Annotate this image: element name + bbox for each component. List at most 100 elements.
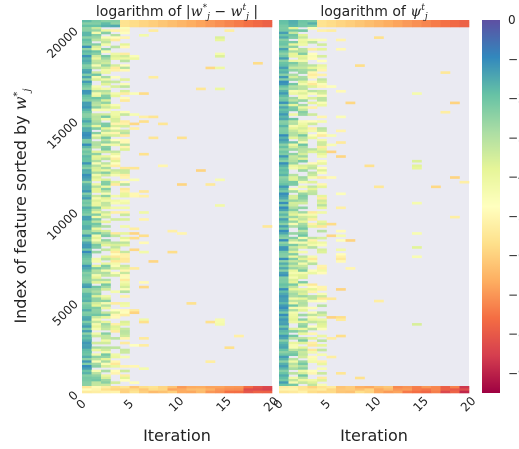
heatmap-cell — [288, 145, 299, 149]
heatmap-cell — [91, 54, 102, 58]
heatmap-cell — [215, 178, 225, 182]
heatmap-cell — [307, 218, 318, 221]
heatmap-cell — [110, 22, 121, 25]
heatmap-cell — [120, 99, 130, 102]
heatmap-cell — [288, 351, 299, 354]
heatmap-cell — [298, 127, 308, 130]
heatmap-cell — [298, 339, 308, 343]
heatmap-cell — [298, 201, 308, 205]
heatmap-cell — [110, 311, 121, 315]
heatmap-cell — [82, 257, 92, 261]
heatmap-cell — [374, 390, 384, 394]
heatmap-cell — [120, 323, 130, 326]
heatmap-cell — [288, 330, 299, 333]
heatmap-cell — [317, 362, 327, 366]
heatmap-cell — [393, 388, 403, 391]
heatmap-cell — [298, 20, 308, 23]
heatmap-cell — [279, 234, 289, 238]
heatmap-cell — [431, 388, 441, 391]
heatmap-cell — [298, 304, 308, 308]
heatmap-cell — [82, 248, 92, 252]
heatmap-cell — [120, 201, 130, 205]
y-tick-label: 20000 — [44, 24, 81, 61]
heatmap-cell — [279, 24, 289, 28]
heatmap-cell — [91, 229, 102, 233]
heatmap-cell — [91, 92, 102, 95]
heatmap-cell — [298, 318, 308, 322]
heatmap-cell — [120, 232, 130, 235]
heatmap-cell — [101, 92, 111, 95]
heatmap-cell — [345, 386, 356, 389]
heatmap-cell — [288, 239, 299, 242]
heatmap-cell — [82, 218, 92, 221]
heatmap-cell — [91, 89, 102, 93]
heatmap-cell — [120, 171, 130, 175]
heatmap-cell — [298, 379, 308, 382]
heatmap-cell — [279, 390, 289, 394]
heatmap-cell — [279, 141, 289, 144]
heatmap-cell — [317, 372, 327, 375]
heatmap-cell — [288, 152, 299, 156]
heatmap-cell — [288, 246, 299, 249]
heatmap-cell — [298, 47, 308, 51]
heatmap-cell — [101, 353, 111, 356]
heatmap-cell — [215, 204, 225, 207]
heatmap-cell — [234, 386, 244, 389]
heatmap-cell — [110, 260, 121, 263]
heatmap-cell — [91, 327, 102, 331]
heatmap-cell — [148, 386, 159, 389]
heatmap-cell — [101, 327, 111, 331]
heatmap-cell — [355, 390, 365, 394]
heatmap-cell — [288, 120, 299, 123]
heatmap-cell — [279, 103, 289, 107]
heatmap-cell — [317, 80, 327, 84]
heatmap-cell — [412, 164, 422, 168]
colorbar-gradient — [482, 20, 500, 393]
heatmap-cell — [317, 318, 327, 322]
heatmap-cell — [82, 75, 92, 79]
heatmap-cell — [253, 22, 263, 25]
heatmap-cell — [298, 281, 308, 284]
heatmap-cell — [298, 150, 308, 154]
heatmap-cell — [288, 204, 299, 207]
heatmap-cell — [101, 362, 111, 366]
heatmap-cell — [279, 211, 289, 214]
heatmap-cell — [402, 390, 413, 394]
heatmap-cell — [110, 386, 121, 389]
heatmap-cell — [120, 374, 130, 377]
heatmap-cell — [110, 162, 121, 165]
heatmap-cell — [91, 372, 102, 375]
heatmap-cell — [101, 155, 111, 158]
heatmap-cell — [82, 71, 92, 74]
heatmap-cell — [317, 59, 327, 63]
heatmap-cell — [205, 320, 216, 324]
heatmap-cell — [364, 22, 375, 25]
heatmap-cell — [101, 150, 111, 154]
heatmap-cell — [288, 218, 299, 221]
heatmap-cell — [120, 218, 130, 221]
heatmap-cell — [326, 390, 337, 394]
heatmap-cell — [440, 110, 451, 114]
heatmap-cell — [120, 390, 130, 394]
heatmap-cell — [317, 92, 327, 95]
heatmap-cell — [336, 253, 346, 256]
heatmap-cell — [82, 262, 92, 266]
heatmap-cell — [279, 155, 289, 158]
heatmap-cell — [82, 269, 92, 273]
heatmap-cell — [336, 22, 346, 25]
heatmap-cell — [279, 239, 289, 242]
heatmap-cell — [110, 201, 121, 205]
heatmap-cell — [317, 152, 327, 156]
heatmap-cell — [288, 26, 299, 30]
heatmap-cell — [234, 22, 244, 25]
panel-1-cells — [82, 20, 273, 394]
heatmap-cell — [129, 381, 140, 384]
heatmap-cell — [288, 176, 299, 179]
heatmap-cell — [82, 190, 92, 193]
heatmap-cell — [129, 388, 140, 391]
heatmap-cell — [298, 194, 308, 198]
heatmap-cell — [288, 232, 299, 235]
heatmap-cell — [459, 390, 470, 394]
heatmap-cell — [307, 73, 318, 77]
heatmap-cell — [262, 24, 273, 28]
